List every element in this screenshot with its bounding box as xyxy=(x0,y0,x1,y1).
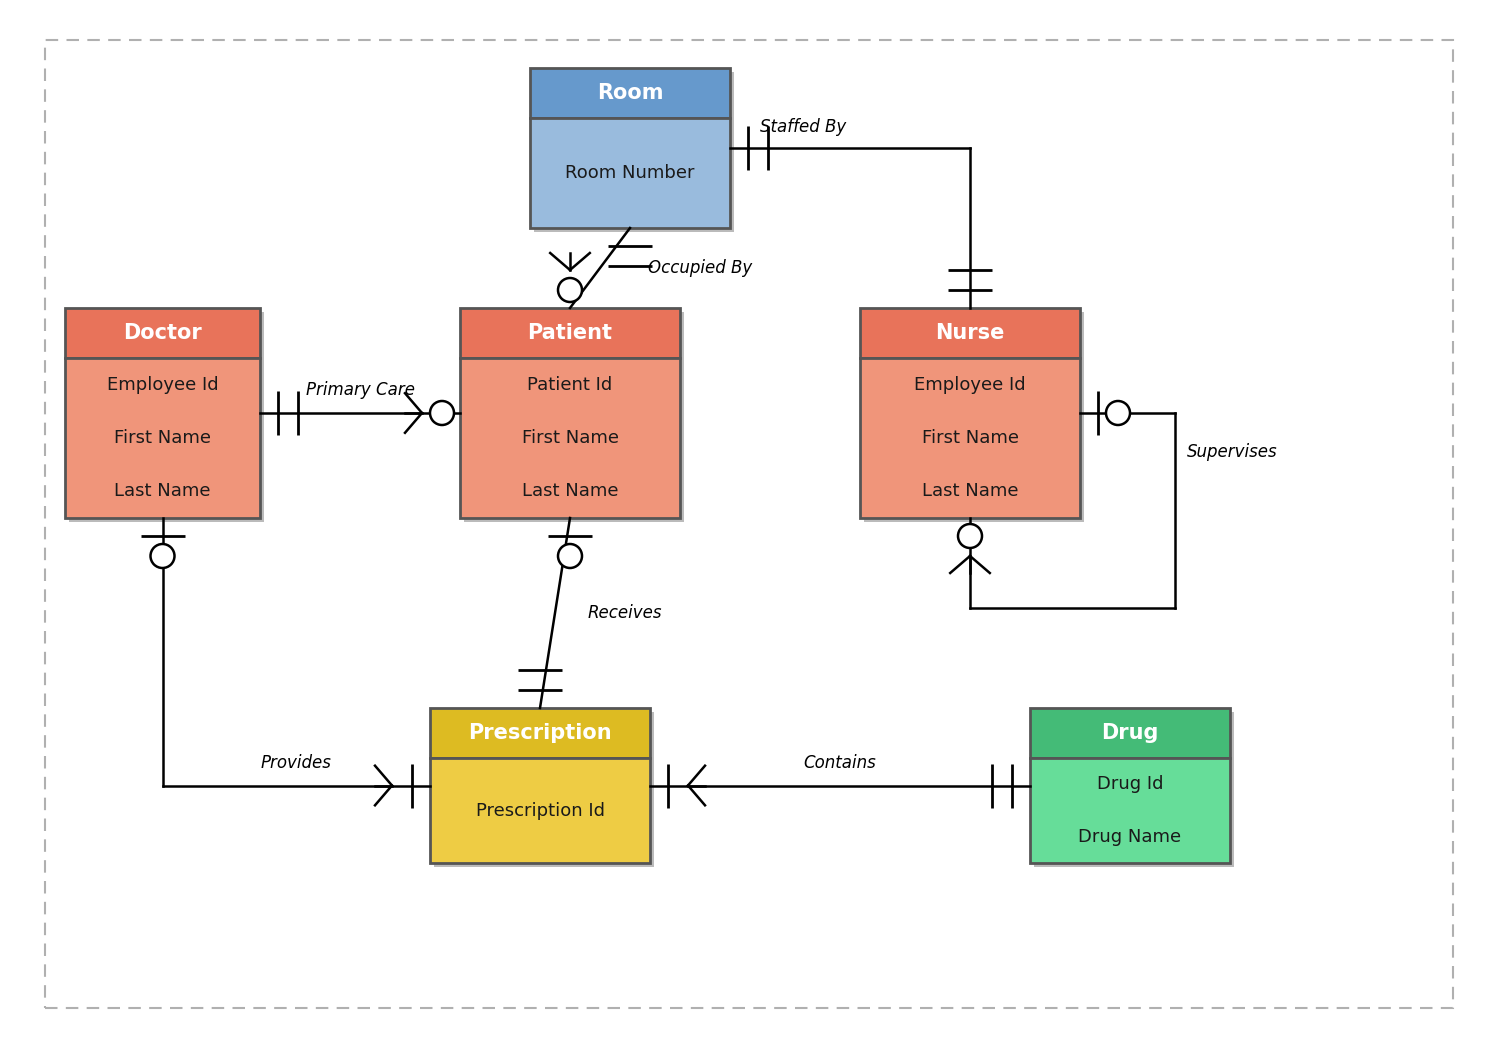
Bar xyxy=(864,312,1085,522)
Text: First Name: First Name xyxy=(921,429,1019,447)
Bar xyxy=(64,358,261,518)
Text: Provides: Provides xyxy=(261,754,331,771)
Text: Prescription Id: Prescription Id xyxy=(475,802,605,820)
Bar xyxy=(430,758,650,863)
Bar xyxy=(530,68,730,118)
Bar xyxy=(69,312,264,522)
Text: Drug Name: Drug Name xyxy=(1079,828,1182,846)
Bar xyxy=(430,708,650,758)
Circle shape xyxy=(150,544,174,568)
Bar xyxy=(860,308,1080,358)
Text: Patient: Patient xyxy=(527,323,613,343)
Text: Last Name: Last Name xyxy=(114,482,211,500)
Bar xyxy=(460,308,680,358)
Text: Employee Id: Employee Id xyxy=(106,375,219,394)
Bar xyxy=(1031,758,1230,863)
Text: Room Number: Room Number xyxy=(565,163,695,182)
Bar xyxy=(460,358,680,518)
Circle shape xyxy=(557,544,583,568)
Bar xyxy=(1034,712,1234,867)
Bar xyxy=(860,358,1080,518)
Text: Primary Care: Primary Care xyxy=(306,381,415,399)
Text: Employee Id: Employee Id xyxy=(914,375,1026,394)
Bar xyxy=(530,118,730,228)
Text: Room: Room xyxy=(596,83,664,103)
Text: Doctor: Doctor xyxy=(123,323,202,343)
Circle shape xyxy=(430,401,454,425)
Bar xyxy=(64,308,261,358)
Text: Prescription: Prescription xyxy=(469,723,611,743)
Text: Patient Id: Patient Id xyxy=(527,375,613,394)
Text: Contains: Contains xyxy=(803,754,876,771)
Bar xyxy=(533,72,734,232)
Text: Last Name: Last Name xyxy=(921,482,1019,500)
Text: First Name: First Name xyxy=(521,429,619,447)
Text: Occupied By: Occupied By xyxy=(649,259,752,277)
Bar xyxy=(464,312,685,522)
Bar xyxy=(434,712,655,867)
Circle shape xyxy=(557,278,583,302)
Text: Drug: Drug xyxy=(1101,723,1158,743)
Bar xyxy=(1031,708,1230,758)
Text: Last Name: Last Name xyxy=(521,482,619,500)
Circle shape xyxy=(959,524,983,548)
Text: Nurse: Nurse xyxy=(935,323,1005,343)
Text: First Name: First Name xyxy=(114,429,211,447)
Text: Receives: Receives xyxy=(589,604,662,623)
Text: Supervises: Supervises xyxy=(1186,443,1278,461)
Circle shape xyxy=(1106,401,1129,425)
Text: Drug Id: Drug Id xyxy=(1097,776,1164,793)
Text: Staffed By: Staffed By xyxy=(759,118,846,136)
